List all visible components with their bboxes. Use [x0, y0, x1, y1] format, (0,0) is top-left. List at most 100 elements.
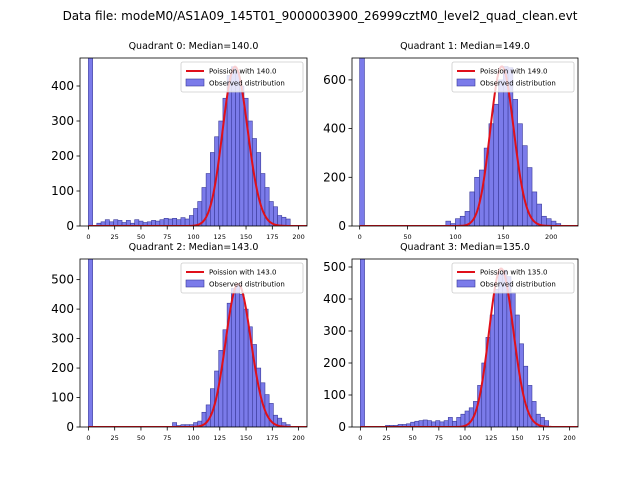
legend: Poission with 135.0 Observed distribution	[451, 262, 575, 294]
histogram-bar	[235, 285, 241, 427]
histogram-bar	[285, 218, 291, 226]
histogram-bar	[167, 218, 173, 226]
y-tick-label: 200	[51, 149, 74, 163]
panel-title: Quadrant 2: Median=143.0	[129, 242, 259, 253]
histogram-bar	[498, 273, 503, 427]
histogram-bar	[88, 58, 93, 226]
x-tick-label: 25	[111, 434, 119, 442]
poisson-curve	[88, 65, 307, 226]
legend-bar-label: Observed distribution	[209, 80, 285, 88]
legend-bar-label: Observed distribution	[480, 80, 556, 88]
panel-2: Quadrant 2: Median=143.0 0 25 50 75 100 125 150…	[51, 242, 308, 442]
x-tick-label: 25	[382, 434, 390, 442]
legend: Poission with 149.0 Observed distribution	[451, 61, 575, 93]
axes-frame	[351, 57, 579, 227]
legend-box	[180, 61, 304, 93]
y-tick-label: 500	[323, 260, 346, 274]
y-tick-label: 400	[51, 302, 74, 316]
y-tick-label: 400	[323, 292, 346, 306]
x-tick-label: 50	[137, 233, 145, 241]
legend-box	[451, 262, 575, 294]
panel-0: Quadrant 0: Median=140.0 0 25 50 75 100 125 150…	[51, 41, 308, 241]
plot-area	[359, 58, 578, 226]
y-tick-label: 400	[323, 122, 346, 136]
histogram-bar	[235, 71, 241, 226]
legend-line-label: Poission with 140.0	[209, 68, 277, 76]
histogram-bar	[527, 385, 533, 427]
histogram-bar	[239, 85, 245, 226]
x-tick-label: 75	[163, 233, 171, 241]
histogram-bar	[205, 173, 211, 226]
legend-box	[451, 61, 575, 93]
x-tick-label: 175	[537, 434, 549, 442]
x-tick-label: 200	[563, 434, 575, 442]
histogram-bar	[172, 422, 177, 427]
histogram-bar	[502, 269, 508, 427]
x-tick-label: 0	[358, 434, 362, 442]
x-tick-label: 25	[111, 233, 119, 241]
figure-suptitle: Data file: modeM0/AS1A09_145T01_90000039…	[63, 9, 578, 23]
y-tick-label: 400	[51, 79, 74, 93]
y-tick-label: 0	[66, 420, 74, 434]
legend-box	[180, 262, 304, 294]
legend-bar-swatch	[456, 78, 476, 87]
histogram-bar	[456, 417, 462, 427]
x-tick-label: 150	[240, 434, 252, 442]
histogram-bar	[447, 417, 453, 427]
histogram-bar	[231, 288, 236, 427]
x-tick-label: 125	[214, 233, 226, 241]
legend-line-label: Poission with 143.0	[209, 269, 277, 277]
x-tick-label: 150	[240, 233, 252, 241]
x-tick-label: 100	[187, 233, 199, 241]
x-tick-label: 175	[266, 233, 278, 241]
x-tick-label: 200	[292, 233, 304, 241]
panel-1: Quadrant 1: Median=149.0 0 50 100 150 200 0 200…	[323, 41, 579, 241]
plot-area	[360, 259, 578, 427]
plot-area	[88, 58, 307, 226]
y-tick-label: 0	[338, 219, 346, 233]
x-tick-label: 150	[497, 233, 509, 241]
y-tick-label: 300	[51, 332, 74, 346]
y-tick-label: 0	[338, 420, 346, 434]
x-tick-label: 125	[214, 434, 226, 442]
histogram-bar	[544, 420, 550, 427]
panel-title: Quadrant 1: Median=149.0	[400, 41, 530, 52]
histogram-bar	[493, 289, 499, 427]
legend-bar-label: Observed distribution	[209, 281, 285, 289]
poisson-curve	[88, 283, 307, 427]
x-tick-label: 200	[545, 233, 557, 241]
x-tick-label: 50	[403, 233, 411, 241]
histogram-bar	[88, 259, 93, 427]
histogram-bar	[512, 99, 518, 226]
histogram-bar	[489, 314, 495, 427]
panel-3: Quadrant 3: Median=135.0 0 25 50 75 100 125 150…	[323, 242, 579, 442]
histogram-bar	[493, 103, 499, 226]
legend: Poission with 140.0 Observed distribution	[180, 61, 304, 93]
histogram-bar	[188, 215, 194, 226]
y-tick-label: 0	[66, 219, 74, 233]
panel-title: Quadrant 0: Median=140.0	[129, 41, 259, 52]
x-tick-label: 50	[409, 434, 417, 442]
x-tick-label: 0	[86, 434, 90, 442]
x-tick-label: 175	[266, 434, 278, 442]
y-tick-label: 200	[51, 361, 74, 375]
x-tick-label: 0	[358, 233, 362, 241]
legend-line-label: Poission with 149.0	[480, 68, 548, 76]
x-tick-label: 50	[137, 434, 145, 442]
y-tick-label: 100	[51, 391, 74, 405]
legend-bar-label: Observed distribution	[480, 281, 556, 289]
histogram-bar	[422, 419, 428, 427]
histogram-bar	[239, 294, 245, 427]
x-tick-label: 100	[187, 434, 199, 442]
histogram-bar	[498, 79, 504, 226]
histogram-bar	[243, 308, 249, 427]
legend-line-label: Poission with 135.0	[480, 269, 548, 277]
histogram-bar	[193, 208, 199, 226]
histogram-bar	[536, 203, 542, 226]
legend-bar-swatch	[456, 279, 476, 288]
x-tick-label: 75	[435, 434, 443, 442]
histogram-bar	[180, 217, 186, 226]
y-tick-label: 300	[323, 324, 346, 338]
poisson-curve	[360, 267, 578, 427]
